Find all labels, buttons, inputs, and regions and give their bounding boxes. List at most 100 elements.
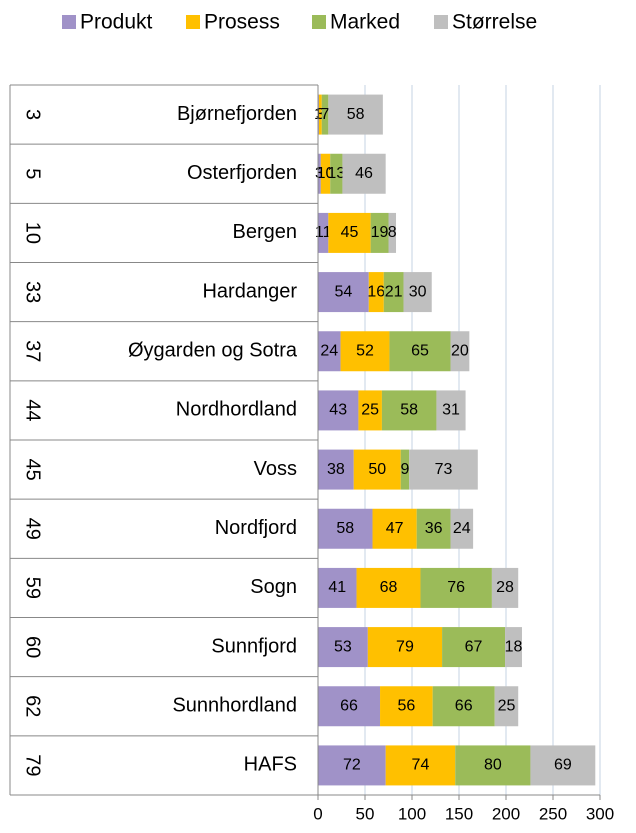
legend-swatch <box>434 15 448 29</box>
value-label: 47 <box>386 520 404 537</box>
bar-segment <box>494 686 519 727</box>
legend-label: Produkt <box>80 11 153 34</box>
value-label: 58 <box>347 106 365 123</box>
bar-segment <box>318 331 341 372</box>
value-label: 73 <box>435 461 453 478</box>
rank-label: 49 <box>22 518 44 540</box>
value-label: 45 <box>341 224 359 241</box>
bar-segment <box>321 94 329 135</box>
bar-segment <box>330 153 343 194</box>
value-label: 25 <box>498 697 516 714</box>
bar-segment <box>318 94 322 135</box>
bar-segment <box>353 449 401 490</box>
bar-segment <box>372 508 417 549</box>
bar-segment <box>358 390 382 431</box>
value-label: 21 <box>385 283 403 300</box>
value-label: 66 <box>340 697 358 714</box>
bar-segment <box>318 508 373 549</box>
x-tick-label: 100 <box>398 804 426 823</box>
value-label: 50 <box>368 461 386 478</box>
bar-segment <box>318 212 329 253</box>
bar-segment <box>383 272 404 313</box>
category-label: Bergen <box>233 221 298 243</box>
rank-label: 10 <box>22 222 44 244</box>
rank-label: 59 <box>22 577 44 599</box>
x-tick-label: 150 <box>445 804 473 823</box>
bar-segment <box>318 153 321 194</box>
bar-segment <box>420 567 492 608</box>
value-label: 7 <box>321 106 330 123</box>
value-label: 52 <box>356 342 374 359</box>
rank-label: 5 <box>22 168 44 179</box>
bar-segment <box>370 212 389 253</box>
bar-segment <box>340 331 390 372</box>
category-label: Nordfjord <box>215 517 297 539</box>
bar-segment <box>530 745 596 786</box>
value-label: 25 <box>361 402 379 419</box>
rank-label: 60 <box>22 636 44 658</box>
value-label: 31 <box>442 402 460 419</box>
value-label: 11 <box>315 224 332 241</box>
category-label: Nordhordland <box>176 399 297 421</box>
value-label: 69 <box>554 757 572 774</box>
value-label: 66 <box>455 697 473 714</box>
value-label: 1 <box>314 106 323 123</box>
category-label: Sunnhordland <box>172 695 297 717</box>
bar-segment <box>400 449 410 490</box>
value-label: 24 <box>453 520 471 537</box>
value-label: 19 <box>371 224 389 241</box>
value-label: 16 <box>367 283 385 300</box>
category-label: Bjørnefjorden <box>177 103 297 125</box>
bar-segment <box>450 508 474 549</box>
rank-label: 3 <box>22 109 44 120</box>
legend-label: Størrelse <box>452 11 537 34</box>
category-label: Sunnfjord <box>211 635 297 657</box>
value-label: 9 <box>400 461 409 478</box>
bar-segment <box>318 567 357 608</box>
bar-segment <box>328 212 371 253</box>
category-label: Sogn <box>250 576 297 598</box>
legend-label: Prosess <box>204 11 280 34</box>
bar-segment <box>318 390 359 431</box>
value-label: 36 <box>425 520 443 537</box>
bar-segment <box>416 508 451 549</box>
bar-segment <box>505 627 522 668</box>
x-tick-label: 250 <box>539 804 567 823</box>
value-label: 74 <box>412 757 430 774</box>
bar-segment <box>380 686 433 727</box>
bar-segment <box>368 272 384 313</box>
value-label: 41 <box>328 579 346 596</box>
bar-segment <box>409 449 478 490</box>
value-label: 76 <box>447 579 465 596</box>
rank-label: 79 <box>22 754 44 776</box>
rank-label: 37 <box>22 340 44 362</box>
value-label: 38 <box>327 461 345 478</box>
value-label: 80 <box>484 757 502 774</box>
legend-label: Marked <box>330 11 400 34</box>
value-label: 24 <box>320 342 338 359</box>
bar-segment <box>388 212 397 253</box>
bar-segment <box>381 390 437 431</box>
x-tick-label: 300 <box>586 804 614 823</box>
legend-swatch <box>62 15 76 29</box>
bar-segment <box>320 153 331 194</box>
value-label: 58 <box>400 402 418 419</box>
bar-segment <box>491 567 519 608</box>
value-label: 3 <box>315 165 324 182</box>
category-label: Voss <box>254 458 297 480</box>
bar-segment <box>318 627 368 668</box>
bar-segment <box>328 94 383 135</box>
value-label: 3 <box>316 106 325 123</box>
bar-segment <box>389 331 451 372</box>
rank-label: 62 <box>22 695 44 717</box>
bar-segment <box>403 272 432 313</box>
value-label: 20 <box>451 342 469 359</box>
category-label: Hardanger <box>202 280 297 302</box>
x-tick-label: 200 <box>492 804 520 823</box>
value-label: 65 <box>411 342 429 359</box>
legend-swatch <box>312 15 326 29</box>
value-label: 13 <box>327 165 345 182</box>
bar-segment <box>318 745 386 786</box>
bar-segment <box>367 627 443 668</box>
